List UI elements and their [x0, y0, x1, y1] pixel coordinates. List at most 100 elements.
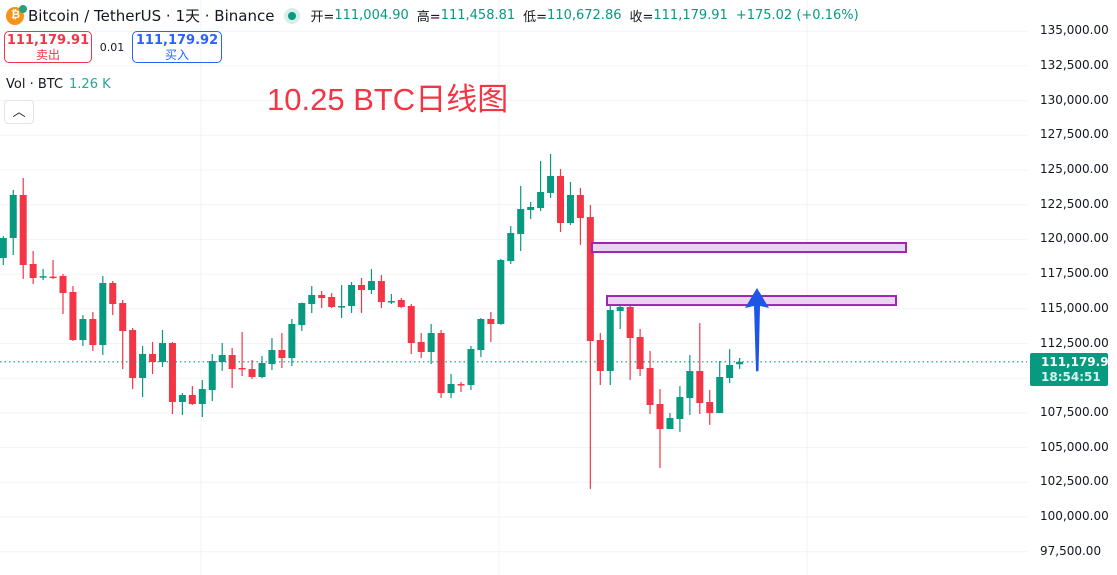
candle-down [377, 281, 385, 302]
candle-down [696, 370, 704, 404]
candle-down [636, 337, 644, 370]
candle-down [437, 333, 445, 394]
candle-up [726, 365, 734, 378]
candle-up [39, 276, 47, 278]
candle-up [477, 319, 485, 351]
candle-up [288, 323, 296, 359]
candle-down [586, 217, 594, 342]
sell-price: 111,179.91 [6, 33, 90, 48]
symbol-title[interactable]: Bitcoin / TetherUS · 1天 · Binance [28, 7, 275, 25]
candle-up [676, 397, 684, 420]
chevron-up-icon: ︿ [12, 105, 26, 120]
candle-up [736, 361, 744, 365]
candle-up [507, 233, 515, 261]
buy-price: 111,179.92 [135, 33, 219, 48]
candle-up [547, 175, 555, 193]
candle-up [338, 306, 346, 308]
candle-down [188, 394, 196, 405]
candle-down [228, 355, 236, 370]
candle-down [278, 350, 286, 359]
candle-down [328, 297, 336, 307]
spread-value: 0.01 [99, 40, 125, 54]
candle-down [149, 353, 157, 363]
open-label: 开= [310, 10, 335, 25]
price-axis[interactable]: 135,000.00 132,500.00 130,000.00 127,500.00… [1027, 0, 1117, 575]
sell-button[interactable]: 111,179.91 卖出 [4, 31, 92, 63]
candle-down [358, 284, 365, 290]
candle-up [467, 349, 475, 386]
candle-up [79, 319, 87, 341]
market-open-status-icon [284, 7, 301, 24]
candle-up [447, 384, 455, 394]
candle-down [646, 367, 654, 405]
candle-up [616, 306, 624, 312]
price-tick-label: 125,000.00 [1040, 162, 1109, 176]
candle-down [626, 306, 634, 339]
high-value: 111,458.81 [440, 8, 516, 23]
price-tick-label: 130,000.00 [1040, 92, 1109, 107]
price-tick-label: 97,500.00 [1040, 543, 1102, 558]
candle-up [258, 363, 266, 378]
candle-up [686, 370, 694, 398]
resistance-zone-rectangle[interactable] [591, 242, 907, 254]
last-price-label: 111,179.91 18:54:51 [1030, 353, 1117, 386]
candle-up [268, 350, 276, 365]
candle-up [99, 282, 107, 346]
candle-up [387, 301, 395, 303]
last-price: 111,179.91 [1041, 355, 1117, 369]
symbol-legend: ₿ Bitcoin / TetherUS · 1天 · Binance 开= 11… [6, 4, 867, 26]
candle-up [159, 343, 166, 363]
buy-label: 买入 [164, 48, 189, 62]
price-tick-label: 105,000.00 [1040, 439, 1109, 454]
price-tick-label: 100,000.00 [1040, 509, 1109, 523]
candle-down [397, 299, 405, 307]
candle-up [517, 209, 525, 234]
candle-down [656, 404, 664, 430]
price-tick-label: 127,500.00 [1040, 127, 1109, 142]
close-value: 111,179.91 [653, 8, 728, 23]
candle-down [557, 175, 564, 224]
price-tick-label: 120,000.00 [1040, 231, 1109, 246]
price-tick-label: 107,500.00 [1040, 404, 1109, 419]
high-label: 高= [416, 10, 441, 25]
candle-up [298, 303, 306, 326]
candle-down [19, 194, 27, 266]
candle-down [576, 194, 584, 219]
candle-down [59, 275, 67, 293]
candlestick-chart[interactable] [0, 0, 1027, 575]
candle-up [218, 355, 226, 363]
candle-down [706, 402, 714, 414]
candle-up [497, 260, 505, 324]
candle-down [119, 303, 127, 332]
up-arrow-icon[interactable] [745, 287, 769, 372]
candle-down [318, 294, 326, 299]
buy-button[interactable]: 111,179.92 买入 [132, 31, 222, 63]
candle-down [457, 384, 465, 386]
candle-down [248, 369, 256, 378]
candle-down [129, 330, 137, 378]
candle-up [427, 333, 435, 352]
candle-down [49, 276, 57, 279]
candle-down [596, 340, 604, 371]
price-tick-label: 112,500.00 [1040, 335, 1109, 350]
candle-up [308, 294, 316, 305]
candle-down [89, 319, 97, 346]
collapse-legend-button[interactable]: ︿ [4, 100, 34, 124]
price-tick-label: 117,500.00 [1040, 266, 1109, 281]
close-label: 收= [629, 10, 654, 25]
low-value: 110,672.86 [547, 8, 622, 23]
volume-label[interactable]: Vol · BTC [6, 77, 64, 92]
price-tick-label: 102,500.00 [1040, 474, 1109, 489]
candle-up [0, 238, 7, 258]
candle-down [487, 319, 495, 324]
price-tick-label: 122,500.00 [1040, 196, 1109, 211]
candle-up [666, 418, 674, 430]
candle-up [198, 389, 206, 405]
candle-up [139, 353, 147, 378]
chart-annotation-text[interactable]: 10.25 BTC日线图 [267, 82, 509, 117]
price-tick-label: 115,000.00 [1040, 300, 1109, 315]
candle-up [606, 309, 614, 371]
low-label: 低= [523, 10, 548, 25]
bitcoin-logo-icon: ₿ [6, 4, 27, 25]
change-value: +175.02 (+0.16%) [735, 8, 859, 23]
